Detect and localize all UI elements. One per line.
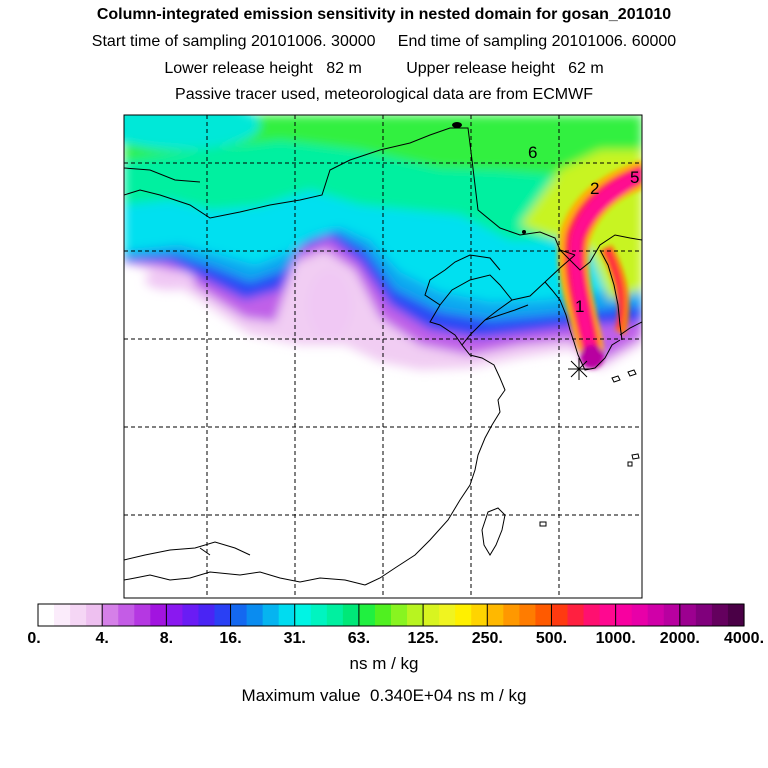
- colorbar-cell: [38, 604, 55, 626]
- colorbar-cell: [70, 604, 87, 626]
- map-frame: [123, 114, 643, 599]
- colorbar-cell: [599, 604, 617, 626]
- colorbar-tick-label: 0.: [27, 630, 41, 647]
- colorbar-cell: [663, 604, 681, 626]
- colorbar-cell: [342, 604, 360, 626]
- colorbar-tick-label: 16.: [219, 630, 242, 647]
- contour-label: 6: [528, 143, 537, 162]
- colorbar-cell: [166, 604, 184, 626]
- colorbar-cell: [439, 604, 456, 626]
- colorbar-cell: [695, 604, 713, 626]
- colorbar-cell: [535, 604, 553, 626]
- colorbar-cell: [455, 604, 472, 626]
- colorbar-cell: [727, 604, 745, 626]
- colorbar-cell: [278, 604, 296, 626]
- release-point-star: [568, 358, 590, 380]
- contour-label: 2: [590, 179, 599, 198]
- colorbar-cell: [407, 604, 424, 626]
- colorbar-cell: [374, 604, 392, 626]
- colorbar-cell: [503, 604, 520, 626]
- colorbar-tick-label: 2000.: [659, 630, 700, 647]
- graticule: [124, 115, 642, 598]
- release-height-line: Lower release height 82 m Upper release …: [164, 60, 604, 77]
- colorbar-cell: [423, 604, 440, 626]
- colorbar-cell: [471, 604, 488, 626]
- colorbar-cell: [310, 604, 328, 626]
- colorbar-tick-label: 8.: [159, 630, 174, 647]
- colorbar-cell: [150, 604, 167, 626]
- contour-label: 5: [630, 168, 639, 187]
- colorbar-cell: [102, 604, 119, 626]
- colorbar-cell: [487, 604, 504, 626]
- colorbar-cell: [262, 604, 280, 626]
- colorbar-cell: [134, 604, 151, 626]
- colorbar-cell: [246, 604, 264, 626]
- plot-title: Column-integrated emission sensitivity i…: [96, 6, 672, 23]
- colorbar-cell: [647, 604, 665, 626]
- lake-dot: [522, 230, 526, 234]
- colorbar-tick-label: 4.: [95, 630, 109, 647]
- maximum-value-text: Maximum value 0.340E+04 ns m / kg: [241, 686, 527, 705]
- colorbar-cell: [214, 604, 232, 626]
- colorbar-cell: [391, 604, 408, 626]
- colorbar-cell: [182, 604, 200, 626]
- colorbar-cell: [86, 604, 103, 626]
- contour-label: 1: [575, 297, 584, 316]
- colorbar-cell: [358, 604, 376, 626]
- model-info-line: Passive tracer used, meteorological data…: [175, 86, 593, 103]
- colorbar-tick-label: 4000.: [723, 630, 765, 647]
- colorbar-units: ns m / kg: [349, 654, 419, 673]
- colorbar-cell: [326, 604, 344, 626]
- colorbar-cell: [615, 604, 633, 626]
- colorbar-cell: [567, 604, 585, 626]
- coastlines: [124, 127, 642, 586]
- sampling-time-line: Start time of sampling 20101006. 30000 E…: [91, 33, 677, 50]
- colorbar-cell: [551, 604, 569, 626]
- colorbar-cell: [118, 604, 135, 626]
- colorbar-cell: [631, 604, 649, 626]
- colorbar-cell: [679, 604, 697, 626]
- colorbar-cell: [54, 604, 71, 626]
- colorbar-cell: [711, 604, 729, 626]
- colorbar-tick-label: 31.: [283, 630, 306, 647]
- colorbar-cell: [519, 604, 537, 626]
- colorbar-cell: [294, 604, 312, 626]
- colorbar-tick-label: 63.: [347, 630, 371, 647]
- sensitivity-field: [124, 115, 642, 598]
- colorbar-tick-label: 250.: [471, 630, 503, 647]
- colorbar-tick-label: 500.: [535, 630, 568, 647]
- colorbar-cell: [198, 604, 216, 626]
- lake-dot: [452, 122, 462, 128]
- colorbar-tick-label: 1000.: [595, 630, 636, 647]
- colorbar-cell: [230, 604, 248, 626]
- colorbar-tick-label: 125.: [407, 630, 439, 647]
- colorbar-cell: [583, 604, 601, 626]
